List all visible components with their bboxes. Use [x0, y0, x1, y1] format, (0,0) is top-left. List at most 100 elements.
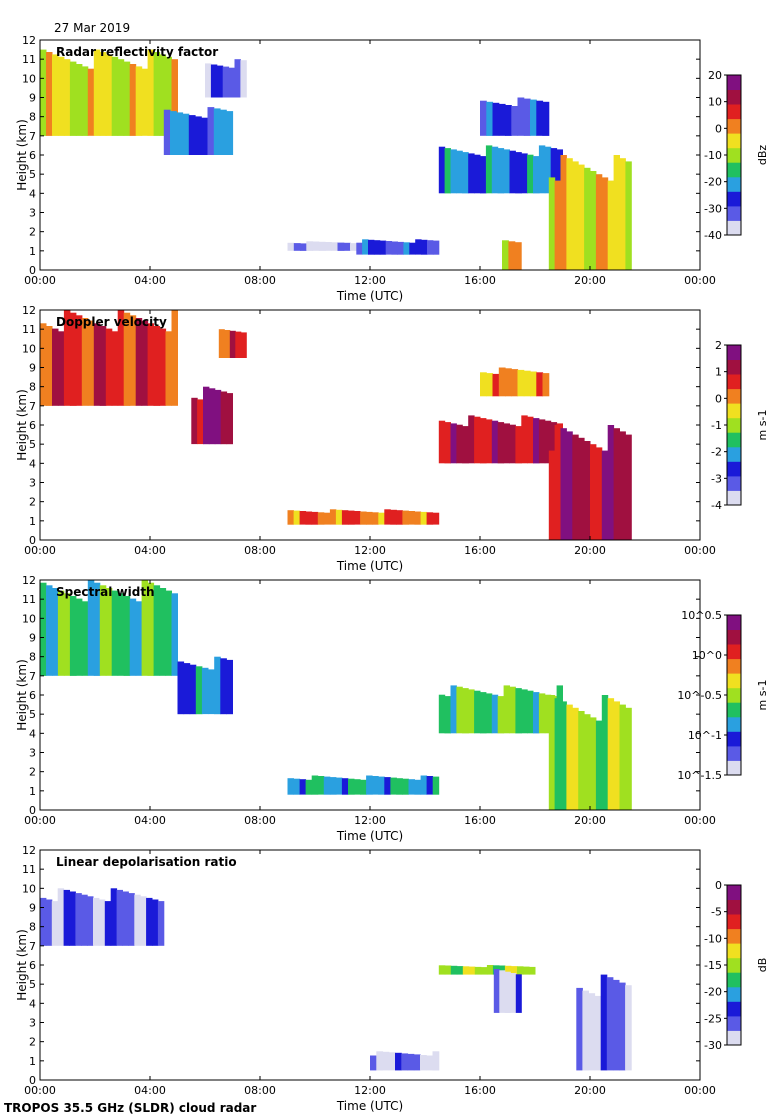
colorbar-tick-label: -25: [704, 1012, 722, 1025]
data-cell: [63, 889, 70, 946]
data-cell: [529, 966, 536, 975]
data-cell: [104, 901, 112, 946]
data-cell: [619, 704, 626, 810]
data-cell: [379, 240, 387, 255]
data-cell: [414, 779, 422, 795]
y-tick-label: 3: [29, 747, 36, 760]
data-cell: [548, 695, 556, 810]
data-cell: [420, 511, 428, 525]
y-tick-label: 5: [29, 438, 36, 451]
y-tick-label: 12: [22, 574, 36, 587]
data-cell: [378, 512, 385, 525]
data-cell: [343, 242, 351, 251]
data-cell: [372, 512, 379, 525]
data-cell: [414, 511, 422, 525]
data-cell: [462, 966, 470, 975]
data-cell: [584, 441, 591, 540]
data-cell: [147, 49, 155, 136]
data-cell: [159, 588, 167, 676]
data-cell: [395, 1052, 402, 1071]
data-cell: [40, 49, 47, 136]
data-cell: [388, 1052, 396, 1071]
data-cell: [335, 509, 343, 525]
data-cell: [601, 177, 609, 270]
data-cell: [527, 416, 534, 464]
colorbar-tick-label: -30: [704, 1039, 722, 1052]
data-cell: [625, 434, 632, 540]
data-cell: [75, 64, 83, 136]
x-tick-label: 20:00: [574, 1084, 606, 1097]
panel-4: Linear depolarisation ratio0123456789101…: [15, 844, 769, 1113]
data-cell: [396, 778, 403, 795]
data-cell: [619, 158, 626, 270]
data-cell: [382, 1051, 390, 1071]
colorbar-segment: [727, 374, 741, 390]
data-cell: [293, 243, 301, 251]
data-cell: [153, 52, 161, 136]
data-cell: [171, 310, 178, 406]
data-cell: [373, 240, 381, 255]
colorbar-tick-label: -10: [704, 932, 722, 945]
data-cell: [415, 239, 422, 255]
data-cell: [515, 688, 522, 734]
data-cell: [456, 966, 464, 975]
y-tick-label: 11: [22, 593, 36, 606]
data-cell: [594, 995, 602, 1071]
x-tick-label: 08:00: [244, 814, 276, 827]
data-cell: [601, 450, 609, 540]
data-cell: [205, 63, 212, 98]
data-cell: [293, 510, 301, 525]
data-cell: [147, 582, 155, 676]
y-tick-label: 7: [29, 670, 36, 683]
colorbar-segment: [727, 1030, 741, 1046]
data-cell: [612, 979, 620, 1071]
data-cell: [413, 1054, 421, 1071]
data-cell: [81, 318, 89, 406]
data-cell: [499, 970, 506, 1013]
data-cell: [450, 965, 458, 975]
data-cell: [533, 156, 540, 194]
data-cell: [474, 416, 481, 464]
data-cell: [182, 113, 190, 155]
colorbar-segment: [727, 673, 741, 689]
data-cell: [117, 310, 125, 406]
data-cell: [317, 512, 325, 525]
data-cell: [544, 146, 552, 194]
colorbar-tick-label: -3: [711, 472, 722, 485]
data-cell: [427, 240, 434, 255]
data-cell: [208, 388, 216, 445]
data-cell: [312, 241, 320, 251]
data-cell: [385, 241, 393, 255]
colorbar-tick-label: 10^-1.5: [677, 769, 722, 782]
data-cell: [578, 437, 585, 540]
y-tick-label: 8: [29, 651, 36, 664]
colorbar-label: m s-1: [756, 680, 769, 711]
data-cell: [468, 966, 476, 975]
y-tick-label: 12: [22, 304, 36, 317]
x-tick-label: 20:00: [574, 814, 606, 827]
data-cell: [503, 149, 510, 194]
data-cell: [323, 512, 331, 525]
data-cell: [69, 61, 77, 136]
data-cell: [170, 111, 177, 155]
y-tick-label: 1: [29, 515, 36, 528]
data-cell: [517, 97, 525, 136]
data-cell: [331, 242, 339, 251]
colorbar-label: dB: [756, 958, 769, 973]
data-cell: [384, 509, 391, 525]
data-cell: [527, 690, 534, 734]
y-tick-label: 9: [29, 632, 36, 645]
data-cell: [407, 1053, 415, 1071]
data-cell: [468, 415, 475, 464]
data-cell: [576, 987, 583, 1071]
data-cell: [176, 112, 184, 155]
data-cell: [517, 369, 525, 397]
data-cell: [81, 894, 88, 946]
data-cell: [305, 779, 313, 795]
colorbar-tick-label: -40: [704, 229, 722, 242]
data-cell: [128, 893, 135, 946]
data-cell: [323, 776, 331, 795]
data-cell: [590, 444, 597, 540]
x-tick-label: 00:00: [684, 544, 716, 557]
